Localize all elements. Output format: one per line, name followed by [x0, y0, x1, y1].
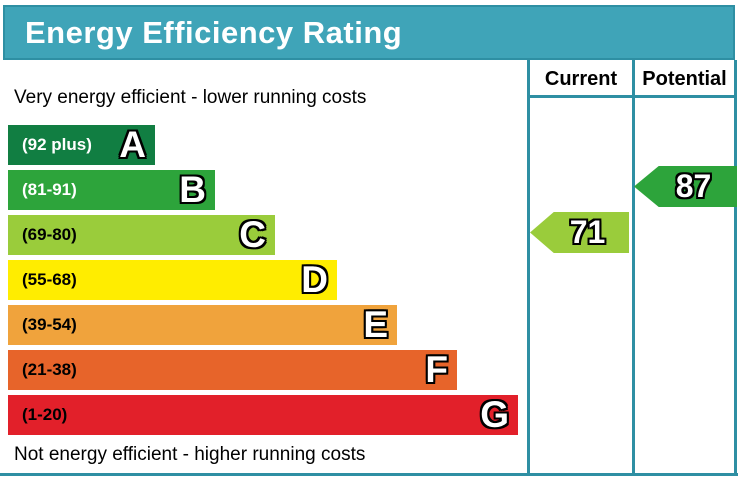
band-range-label: (39-54) — [22, 315, 77, 334]
column-header-current: Current — [544, 67, 618, 90]
band-letter: C — [239, 214, 266, 255]
current-rating-arrow: 71 — [530, 212, 629, 253]
table-border-right — [734, 60, 737, 475]
band-letter: A — [119, 124, 146, 165]
header-divider-line — [527, 95, 737, 98]
page-title: Energy Efficiency Rating — [25, 14, 403, 50]
band-range-label: (81-91) — [22, 180, 77, 199]
bottom-border-line — [0, 473, 738, 476]
band-row-a: (92 plus) A — [8, 125, 155, 165]
potential-rating-value: 87 — [675, 168, 712, 204]
band-letter: G — [480, 394, 509, 435]
band-row-g: (1-20) G — [8, 395, 518, 435]
bottom-note: Not energy efficient - higher running co… — [14, 444, 366, 465]
band-row-f: (21-38) F — [8, 350, 457, 390]
table-border-middle — [632, 60, 635, 475]
band-letter: D — [301, 259, 328, 300]
band-row-e: (39-54) E — [8, 305, 397, 345]
table-border-left — [527, 60, 530, 475]
band-range-label: (21-38) — [22, 360, 77, 379]
band-letter: B — [179, 169, 206, 210]
band-range-label: (92 plus) — [22, 135, 92, 154]
current-rating-value: 71 — [569, 214, 606, 250]
chart-title-bar: Energy Efficiency Rating — [3, 5, 735, 60]
column-header-potential: Potential — [642, 67, 727, 90]
potential-rating-arrow: 87 — [634, 166, 737, 207]
band-letter: E — [363, 304, 388, 345]
band-range-label: (55-68) — [22, 270, 77, 289]
band-row-b: (81-91) B — [8, 170, 215, 210]
band-row-c: (69-80) C — [8, 215, 275, 255]
top-note: Very energy efficient - lower running co… — [14, 87, 367, 108]
band-letter: F — [425, 349, 448, 390]
band-range-label: (1-20) — [22, 405, 68, 424]
band-row-d: (55-68) D — [8, 260, 337, 300]
band-range-label: (69-80) — [22, 225, 77, 244]
rating-bands: (92 plus) A (81-91) B (69-80) C (55-68) … — [8, 125, 518, 440]
